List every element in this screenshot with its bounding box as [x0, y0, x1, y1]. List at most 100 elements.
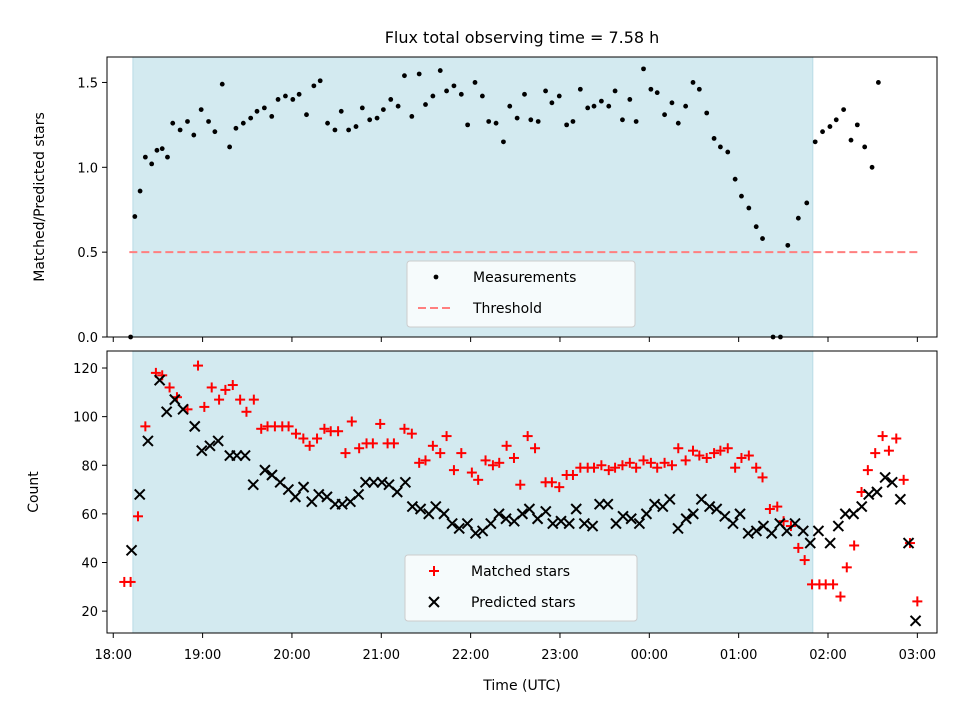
measurement-point: [704, 110, 710, 116]
cross-stroke: [446, 517, 458, 530]
cross-stroke: [153, 374, 166, 386]
cross-stroke: [625, 513, 637, 525]
x-tick-label: 22:00: [452, 648, 489, 663]
measurement-point: [598, 98, 604, 104]
measurement-point: [416, 71, 422, 77]
predicted-star-point: [177, 403, 189, 416]
measurements-series: [128, 66, 881, 340]
cross-stroke: [909, 615, 922, 627]
predicted-star-point: [812, 525, 825, 537]
measurement-point: [317, 78, 323, 84]
measurement-point: [633, 119, 639, 124]
predicted-star-point: [797, 525, 809, 537]
measurement-point: [739, 193, 744, 199]
matched-star-point: [856, 487, 867, 497]
count-panel: 20 40 60 80 100 120 18:00 19:00 20:00 21:00 22:00…: [26, 350, 938, 694]
matched-star-point: [435, 448, 446, 459]
measurement-point: [367, 117, 373, 123]
matched-star-point: [354, 443, 365, 454]
matched-star-point: [645, 457, 656, 468]
cross-stroke: [453, 522, 465, 535]
predicted-star-point: [680, 513, 692, 525]
cross-stroke: [719, 510, 731, 523]
measurement-point: [507, 103, 513, 109]
measurement-point: [374, 115, 380, 121]
cross-stroke: [125, 544, 138, 557]
matched-star-point: [652, 462, 663, 473]
cross-stroke: [886, 476, 898, 488]
measurement-point: [185, 119, 190, 124]
predicted-star-point: [863, 488, 875, 501]
matched-star-point: [567, 469, 578, 480]
predicted-star-point: [640, 508, 653, 520]
cross-stroke: [902, 537, 915, 549]
cross-stroke: [578, 517, 591, 530]
predicted-star-point: [633, 517, 646, 530]
cross-stroke: [368, 476, 380, 488]
measurement-point: [254, 108, 260, 114]
measurement-point: [437, 68, 443, 73]
predicted-star-point: [886, 476, 898, 488]
legend-entry: Measurements: [433, 270, 576, 286]
cross-stroke: [727, 517, 739, 530]
matched-star-point: [841, 562, 852, 573]
ratio-plot-frame: [106, 56, 938, 338]
measurement-point: [388, 97, 394, 102]
predicted-star-point: [765, 527, 778, 540]
count-legend: Matched stars Predicted stars: [404, 554, 638, 622]
predicted-star-point: [414, 503, 427, 515]
ratio-x-ticks: [112, 337, 918, 342]
predicted-star-point: [313, 488, 325, 501]
cross-stroke: [789, 517, 801, 530]
cross-stroke: [321, 491, 333, 503]
cross-stroke: [633, 517, 646, 530]
matched-star-point: [193, 360, 204, 371]
cross-stroke: [247, 478, 259, 491]
matched-star-point: [399, 423, 410, 434]
measurement-point: [283, 93, 288, 99]
matched-star-point: [125, 576, 136, 587]
cross-stroke: [142, 435, 154, 447]
legend-box: [406, 260, 636, 328]
measurement-point: [746, 205, 752, 211]
matched-star-point: [248, 394, 259, 405]
cross-stroke: [212, 435, 224, 447]
measurement-point: [641, 66, 646, 72]
predicted-star-point: [297, 481, 310, 493]
measurement-point: [627, 97, 633, 102]
measurement-point: [696, 86, 702, 92]
y-tick-label: 100: [73, 411, 98, 426]
predicted-star-point: [160, 406, 173, 418]
predicted-star-point: [169, 393, 181, 406]
predicted-star-point: [336, 498, 348, 510]
cross-stroke: [266, 469, 278, 481]
predicted-star-point: [376, 476, 388, 488]
measurement-point: [472, 80, 478, 85]
matched-star-point: [883, 445, 894, 456]
measurement-point: [395, 103, 401, 109]
cross-stroke: [687, 508, 699, 520]
predicted-star-point: [839, 508, 852, 520]
cross-stroke: [871, 486, 883, 498]
y-tick-label: 80: [81, 459, 98, 474]
matched-star-point: [898, 474, 909, 485]
matched-star-point: [546, 477, 557, 488]
cross-stroke: [485, 517, 497, 530]
cross-stroke: [239, 449, 251, 462]
matched-star-point: [764, 504, 775, 515]
matched-star-point: [912, 596, 923, 607]
cross-stroke: [750, 525, 763, 537]
predicted-star-point: [485, 517, 497, 530]
measurement-point: [212, 129, 218, 135]
matched-star-point: [388, 438, 399, 449]
matched-star-point: [596, 460, 607, 471]
matched-star-point: [772, 501, 783, 512]
matched-star-point: [241, 406, 252, 417]
matched-star-point: [631, 462, 642, 473]
cross-stroke: [189, 420, 201, 433]
matched-star-point: [346, 416, 357, 427]
cross-stroke: [500, 513, 512, 525]
matched-star-point: [757, 472, 768, 483]
matched-star-point: [448, 465, 459, 476]
